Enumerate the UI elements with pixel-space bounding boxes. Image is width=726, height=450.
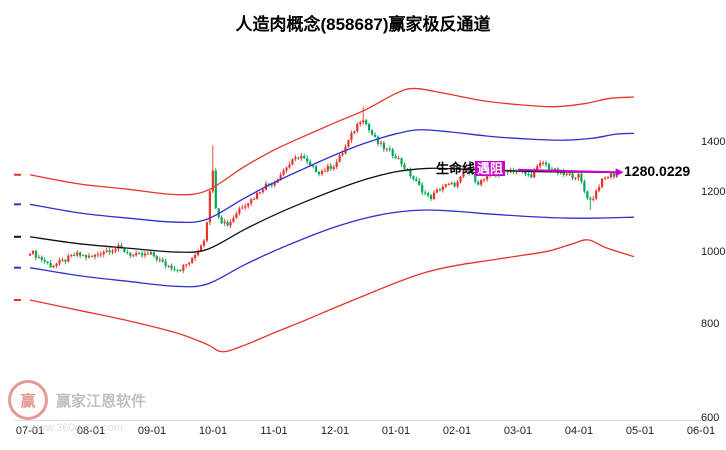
x-axis-line xyxy=(14,420,716,421)
channel-line-life-line-black xyxy=(29,167,616,253)
channel-line-outer-bottom-red xyxy=(29,239,635,353)
brand-logo-icon: 赢 xyxy=(8,380,48,420)
candles-group xyxy=(28,106,618,274)
channel-line-inner-bottom-blue xyxy=(29,209,634,288)
channel-line-outer-top-red xyxy=(29,87,634,196)
chart-title: 人造肉概念(858687)赢家极反通道 xyxy=(235,15,491,34)
x-tick-label: 08-01 xyxy=(76,425,106,437)
y-tick-label: 600 xyxy=(701,412,720,425)
x-tick-label: 07-01 xyxy=(15,425,45,437)
y-tick-label: 1000 xyxy=(701,245,726,258)
x-tick-label: 10-01 xyxy=(198,425,228,437)
y-tick-label: 800 xyxy=(701,318,720,331)
x-axis: 07-01 08-01 09-01 10-01 11-01 12-01 01-01 02-01… xyxy=(0,425,726,443)
watermark-brand: 赢家江恩软件 xyxy=(56,392,147,410)
arrow-right-icon xyxy=(615,168,624,177)
channel-lines-group xyxy=(14,87,635,353)
life-line-annotation: 生命线 遇阻 xyxy=(436,161,506,177)
x-tick-label: 09-01 xyxy=(137,425,167,437)
x-tick-label: 12-01 xyxy=(320,425,350,437)
x-tick-label: 05-01 xyxy=(625,425,655,437)
y-tick-label: 1200 xyxy=(701,186,726,199)
x-tick-label: 03-01 xyxy=(503,425,533,437)
channel-line-inner-top-blue xyxy=(29,129,634,224)
watermark: 赢 赢家江恩软件 www.360gann.com xyxy=(8,380,146,434)
y-tick-label: 1400 xyxy=(701,136,726,148)
annotation-highlight: 遇阻 xyxy=(475,161,506,176)
x-tick-label: 02-01 xyxy=(442,425,472,437)
x-tick-label: 06-01 xyxy=(686,425,716,437)
x-tick-label: 04-01 xyxy=(564,425,594,437)
watermark-url: www.360gann.com xyxy=(30,422,123,434)
price-label: 1280.0229 xyxy=(624,163,691,179)
highlight-line-group xyxy=(517,168,624,177)
brand-logo-char: 赢 xyxy=(20,392,36,410)
x-tick-label: 11-01 xyxy=(260,425,288,437)
annotation-text: 生命线 xyxy=(436,161,476,176)
x-tick-label: 01-01 xyxy=(381,425,411,437)
